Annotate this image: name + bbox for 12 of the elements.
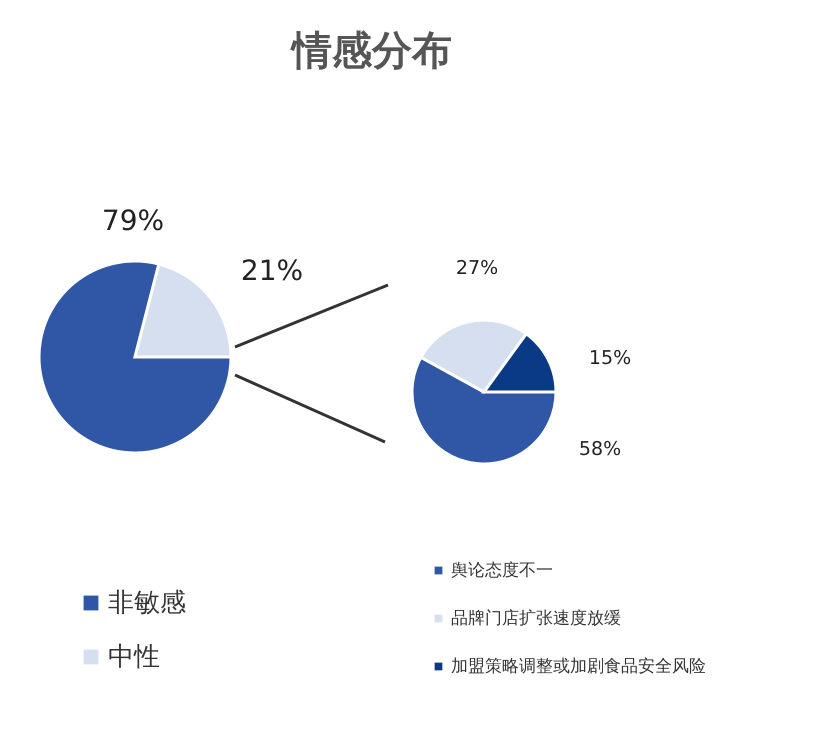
legend-label: 品牌门店扩张速度放缓	[451, 608, 621, 628]
data-label: 27%	[456, 257, 498, 279]
legend-label: 中性	[108, 642, 160, 672]
legend-label: 舆论态度不一	[451, 560, 553, 580]
chart-title: 情感分布	[290, 28, 452, 74]
data-label: 58%	[578, 438, 622, 460]
legend-label: 非敏感	[108, 588, 186, 618]
legend-label: 加盟策略调整或加剧食品安全风险	[451, 656, 706, 676]
data-label: 21%	[240, 254, 304, 287]
data-label: 15%	[588, 347, 632, 369]
pie-slice	[38, 260, 232, 454]
data-label: 79%	[102, 204, 164, 237]
